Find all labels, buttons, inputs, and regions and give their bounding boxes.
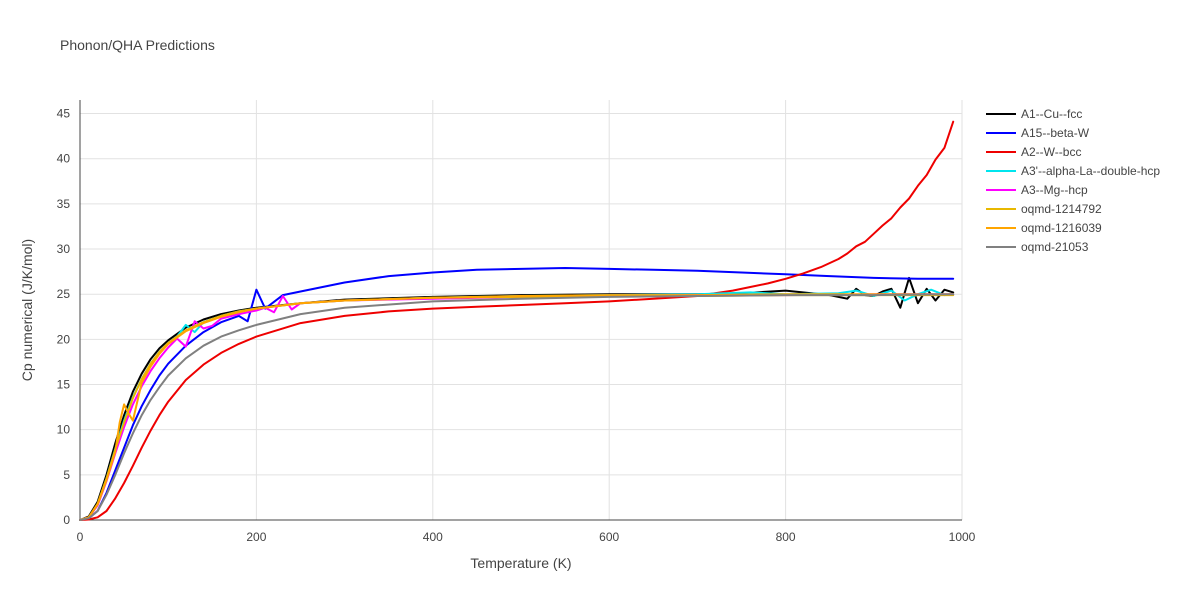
y-tick-label: 0 xyxy=(63,513,70,527)
legend-label: oqmd-1216039 xyxy=(1021,221,1102,235)
x-tick-label: 200 xyxy=(246,530,266,544)
legend-label: A2--W--bcc xyxy=(1021,145,1081,159)
y-tick-label: 45 xyxy=(57,107,71,121)
legend-item[interactable]: A15--beta-W xyxy=(986,126,1090,140)
y-tick-label: 30 xyxy=(57,242,71,256)
legend-label: A15--beta-W xyxy=(1021,126,1090,140)
legend-item[interactable]: oqmd-21053 xyxy=(986,240,1089,254)
legend-label: A3'--alpha-La--double-hcp xyxy=(1021,164,1160,178)
y-tick-label: 35 xyxy=(57,197,71,211)
chart-title: Phonon/QHA Predictions xyxy=(60,37,215,53)
x-tick-label: 400 xyxy=(423,530,443,544)
legend-label: A3--Mg--hcp xyxy=(1021,183,1088,197)
y-tick-label: 10 xyxy=(57,423,71,437)
legend[interactable]: A1--Cu--fcc A15--beta-W A2--W--bcc A3'--alp… xyxy=(986,107,1160,254)
series-line-6[interactable] xyxy=(79,293,955,521)
y-tick-label: 20 xyxy=(57,332,71,346)
legend-item[interactable]: oqmd-1216039 xyxy=(986,221,1102,235)
y-tick-label: 15 xyxy=(57,378,71,392)
series-line-1[interactable] xyxy=(79,267,955,521)
axis-layer: 0 200 400 600 800 1000 0 5 10 15 20 25 30 35 40 45 xyxy=(57,100,976,544)
x-axis-title: Temperature (K) xyxy=(470,555,571,571)
x-tick-label: 0 xyxy=(77,530,84,544)
legend-label: oqmd-1214792 xyxy=(1021,202,1102,216)
series-layer[interactable] xyxy=(79,120,955,521)
legend-label: A1--Cu--fcc xyxy=(1021,107,1082,121)
x-tick-label: 600 xyxy=(599,530,619,544)
y-tick-label: 25 xyxy=(57,287,71,301)
legend-item[interactable]: A2--W--bcc xyxy=(986,145,1081,159)
y-tick-label: 5 xyxy=(63,468,70,482)
legend-item[interactable]: A3'--alpha-La--double-hcp xyxy=(986,164,1160,178)
series-line-7[interactable] xyxy=(79,293,955,521)
series-line-2[interactable] xyxy=(79,120,955,521)
legend-label: oqmd-21053 xyxy=(1021,240,1089,254)
y-axis-title: Cp numerical (J/K/mol) xyxy=(19,239,35,381)
legend-item[interactable]: A1--Cu--fcc xyxy=(986,107,1082,121)
legend-item[interactable]: A3--Mg--hcp xyxy=(986,183,1088,197)
y-tick-label: 40 xyxy=(57,152,71,166)
x-tick-label: 1000 xyxy=(949,530,976,544)
x-tick-label: 800 xyxy=(776,530,796,544)
legend-item[interactable]: oqmd-1214792 xyxy=(986,202,1102,216)
